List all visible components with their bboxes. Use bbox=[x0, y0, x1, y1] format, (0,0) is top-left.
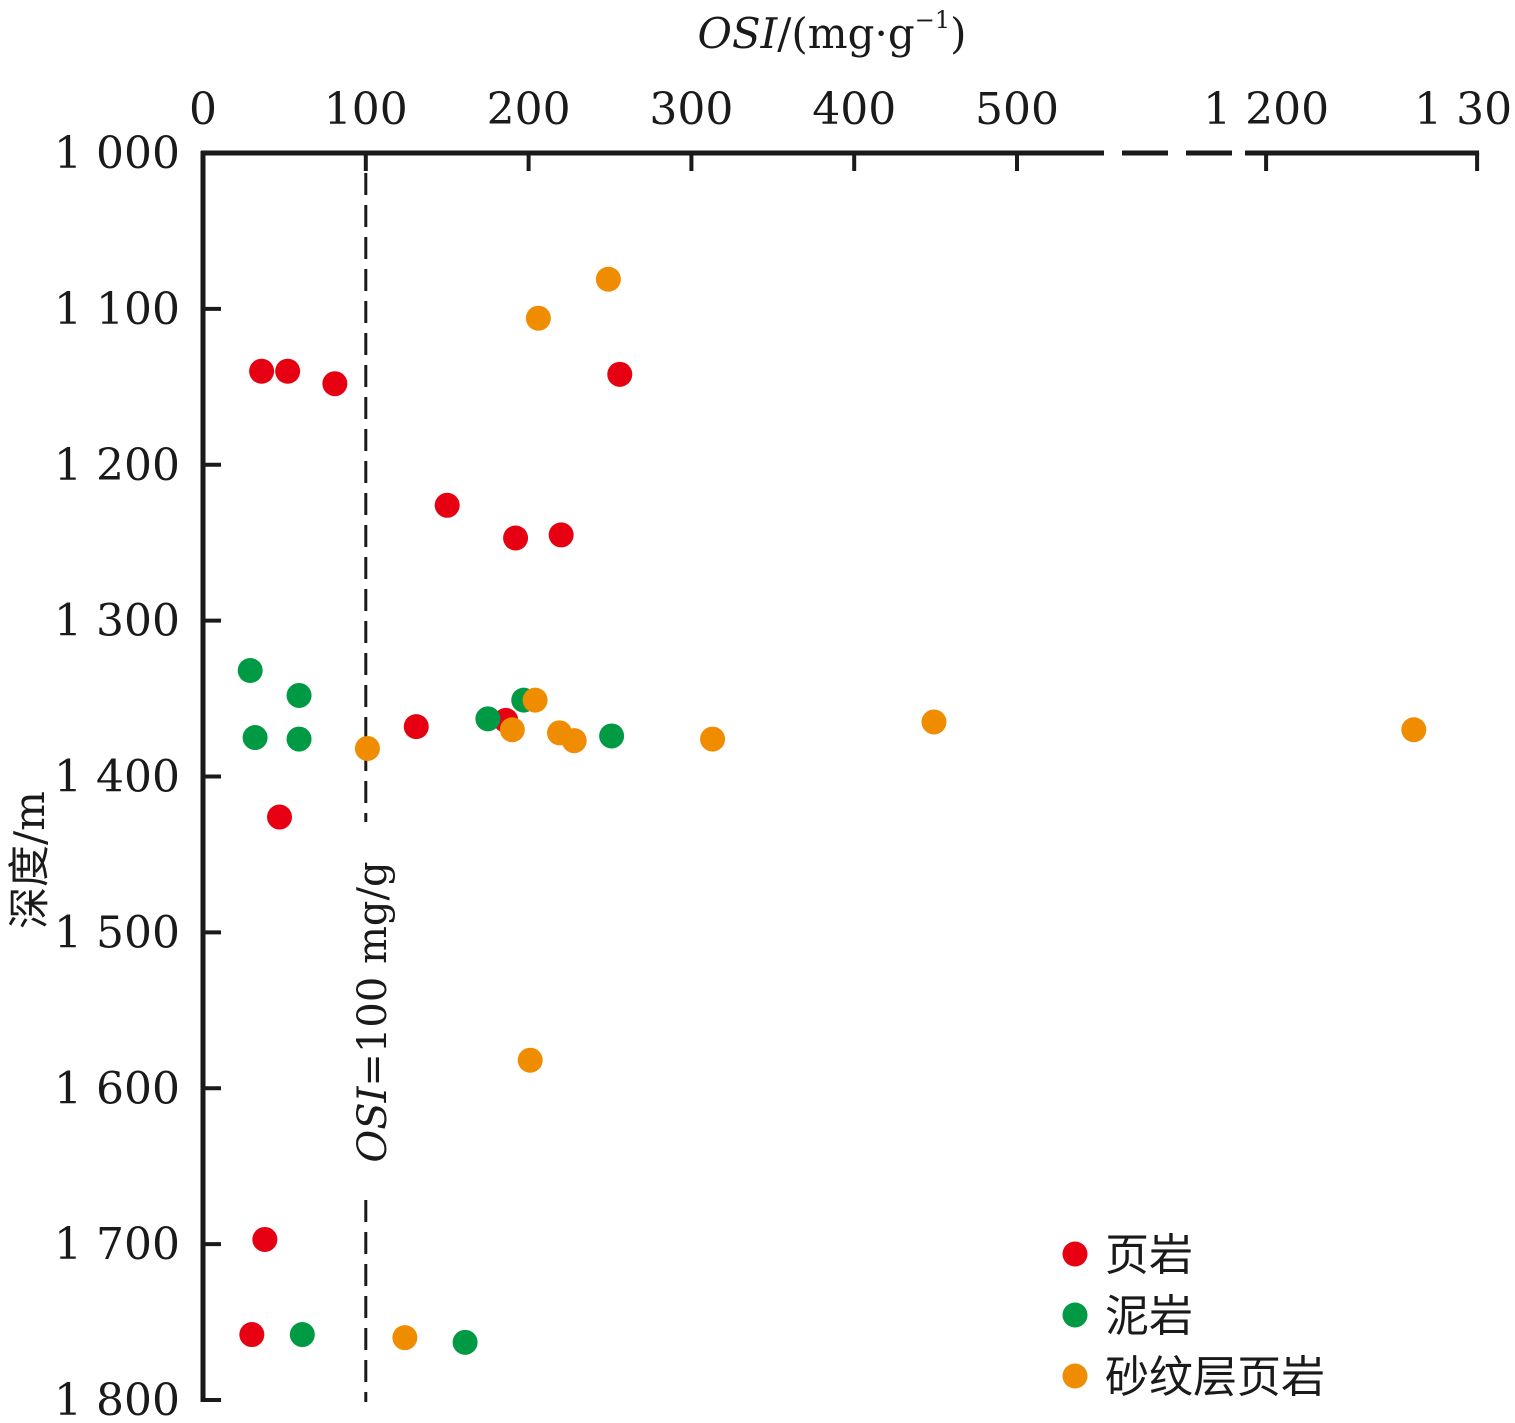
x-title-rest: /(mg·g bbox=[777, 9, 914, 58]
data-point bbox=[921, 709, 947, 735]
data-point bbox=[561, 728, 587, 754]
data-point bbox=[499, 717, 525, 743]
data-point bbox=[249, 358, 275, 384]
y-tick-label: 1 300 bbox=[54, 596, 180, 647]
x-tick-label: 300 bbox=[649, 84, 733, 135]
data-point bbox=[403, 714, 429, 740]
data-point bbox=[700, 726, 726, 752]
x-tick-label: 200 bbox=[487, 84, 571, 135]
y-tick-label: 1 800 bbox=[54, 1375, 180, 1423]
data-point bbox=[275, 358, 301, 384]
data-point bbox=[1401, 717, 1427, 743]
reference-line-label: OSI=100 mg/g bbox=[350, 861, 396, 1162]
data-point bbox=[289, 1322, 315, 1348]
data-points-group bbox=[237, 266, 1427, 1355]
data-point bbox=[607, 361, 633, 387]
axes-group: 0 100 200 300 400 500 1 200 1 300 1 000 1 100 1 20… bbox=[54, 84, 1515, 1423]
data-point bbox=[237, 658, 263, 684]
x-title-close: ) bbox=[950, 9, 966, 58]
y-tick-label: 1 600 bbox=[54, 1063, 180, 1114]
data-point bbox=[548, 522, 574, 548]
y-tick-label: 1 500 bbox=[54, 907, 180, 958]
x-axis-title: OSI/(mg·g−1) bbox=[697, 6, 966, 58]
y-tick-label: 1 100 bbox=[54, 284, 180, 335]
legend-label: 页岩 bbox=[1105, 1230, 1193, 1281]
data-point bbox=[286, 726, 312, 752]
data-point bbox=[392, 1325, 418, 1351]
y-tick-label: 1 200 bbox=[54, 440, 180, 491]
x-tick-label: 0 bbox=[189, 84, 217, 135]
x-tick-label: 1 200 bbox=[1203, 84, 1329, 135]
data-point bbox=[595, 266, 621, 292]
legend-marker bbox=[1062, 1241, 1088, 1267]
data-point bbox=[475, 706, 501, 732]
data-point bbox=[452, 1329, 478, 1355]
x-tick-label: 500 bbox=[975, 84, 1059, 135]
data-point bbox=[322, 371, 348, 397]
ref-label-rest: =100 mg/g bbox=[350, 861, 396, 1086]
data-point bbox=[286, 682, 312, 708]
data-point bbox=[525, 305, 551, 331]
data-point bbox=[503, 525, 529, 551]
data-point bbox=[267, 804, 293, 830]
x-tick-label: 400 bbox=[812, 84, 896, 135]
data-point bbox=[434, 492, 460, 518]
data-point bbox=[242, 725, 268, 751]
data-point bbox=[522, 687, 548, 713]
ref-label-italic: OSI bbox=[350, 1085, 396, 1162]
data-point bbox=[354, 735, 380, 761]
legend-marker bbox=[1062, 1302, 1088, 1328]
data-point bbox=[252, 1226, 278, 1252]
x-tick-label: 100 bbox=[324, 84, 408, 135]
legend-label: 泥岩 bbox=[1105, 1291, 1193, 1342]
data-point bbox=[599, 723, 625, 749]
x-tick-label: 1 300 bbox=[1414, 84, 1515, 135]
legend-label: 砂纹层页岩 bbox=[1105, 1352, 1325, 1403]
x-title-sup: −1 bbox=[915, 6, 950, 34]
data-point bbox=[239, 1322, 265, 1348]
legend-marker bbox=[1062, 1363, 1088, 1389]
y-tick-label: 1 400 bbox=[54, 752, 180, 803]
x-title-italic: OSI bbox=[697, 9, 778, 58]
y-tick-label: 1 700 bbox=[54, 1219, 180, 1270]
y-tick-label: 1 000 bbox=[54, 128, 180, 179]
y-axis-title: 深度/m bbox=[5, 791, 54, 929]
data-point bbox=[517, 1047, 543, 1073]
